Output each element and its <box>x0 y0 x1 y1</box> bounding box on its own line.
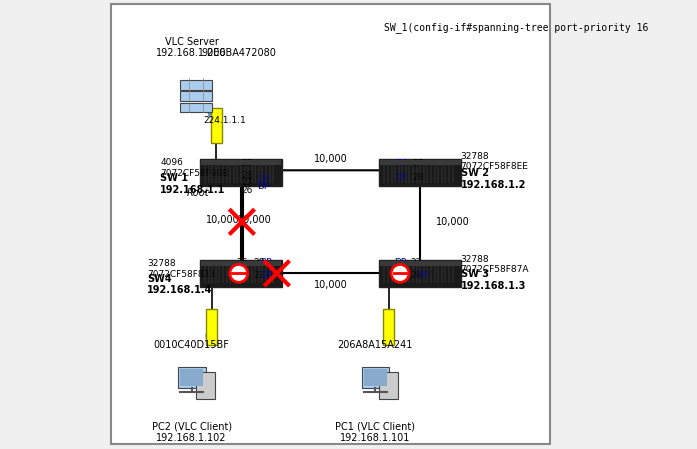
Text: SW 3
192.168.1.3: SW 3 192.168.1.3 <box>461 269 526 291</box>
Text: 0010C40D15BF: 0010C40D15BF <box>154 339 229 350</box>
FancyBboxPatch shape <box>365 369 387 386</box>
FancyBboxPatch shape <box>362 367 390 388</box>
Circle shape <box>391 264 409 282</box>
Text: DP: DP <box>258 182 270 191</box>
FancyBboxPatch shape <box>206 309 217 345</box>
Text: 206A8A15A241: 206A8A15A241 <box>338 339 413 350</box>
Text: 27: 27 <box>412 158 424 167</box>
Text: 10,000: 10,000 <box>314 154 348 163</box>
Text: 27: 27 <box>242 178 253 187</box>
FancyBboxPatch shape <box>201 261 282 265</box>
Text: RP: RP <box>417 271 429 280</box>
FancyBboxPatch shape <box>380 160 461 165</box>
FancyBboxPatch shape <box>200 159 282 186</box>
FancyBboxPatch shape <box>196 371 215 399</box>
Text: DP: DP <box>394 258 406 267</box>
Text: 4096
7072CF58F90B: 4096 7072CF58F90B <box>160 158 229 178</box>
Text: 28: 28 <box>253 258 264 267</box>
Circle shape <box>230 264 247 282</box>
Text: RP: RP <box>396 158 408 167</box>
FancyBboxPatch shape <box>379 371 398 399</box>
Text: 90E6BA472080: 90E6BA472080 <box>201 48 276 58</box>
FancyBboxPatch shape <box>111 4 550 444</box>
Text: PC2 (VLC Client)
192.168.1.102: PC2 (VLC Client) 192.168.1.102 <box>152 421 231 443</box>
Text: 10,000: 10,000 <box>206 215 240 224</box>
FancyBboxPatch shape <box>180 80 213 90</box>
Text: 26: 26 <box>236 258 247 267</box>
Text: SW 1
192.168.1.1: SW 1 192.168.1.1 <box>160 173 226 194</box>
Text: 224.1.1.1: 224.1.1.1 <box>203 116 245 126</box>
Text: VLC Server
192.168.1.200: VLC Server 192.168.1.200 <box>156 37 227 58</box>
Text: 10,000: 10,000 <box>436 217 470 227</box>
Text: 26: 26 <box>242 186 253 195</box>
FancyBboxPatch shape <box>180 92 213 101</box>
Text: PC1 (VLC Client)
192.168.1.101: PC1 (VLC Client) 192.168.1.101 <box>335 421 415 443</box>
Text: 10,000: 10,000 <box>314 280 348 290</box>
FancyBboxPatch shape <box>181 369 203 386</box>
FancyBboxPatch shape <box>178 367 206 388</box>
Text: 27: 27 <box>411 258 422 267</box>
Text: DP: DP <box>258 175 270 184</box>
Text: Root: Root <box>187 188 210 198</box>
Text: 25: 25 <box>242 159 253 168</box>
FancyBboxPatch shape <box>211 108 222 143</box>
Text: 32788
7072CF58F87A: 32788 7072CF58F87A <box>461 255 529 274</box>
FancyBboxPatch shape <box>180 103 213 113</box>
Text: SW4
192.168.1.4: SW4 192.168.1.4 <box>147 274 213 295</box>
Text: 28: 28 <box>411 271 422 280</box>
Text: 10,000: 10,000 <box>238 215 271 224</box>
Text: 32788
7072CF58F8EE: 32788 7072CF58F8EE <box>461 152 528 171</box>
FancyBboxPatch shape <box>379 260 461 286</box>
Text: RP: RP <box>260 258 272 267</box>
Text: DP: DP <box>260 271 273 280</box>
Text: 1: 1 <box>242 264 247 273</box>
FancyBboxPatch shape <box>380 261 461 265</box>
FancyBboxPatch shape <box>383 309 395 345</box>
Text: 32788
7072CF58F823: 32788 7072CF58F823 <box>147 259 215 278</box>
Text: DP: DP <box>395 172 408 181</box>
Text: SW_1(config-if#spanning-tree port-priority 16: SW_1(config-if#spanning-tree port-priori… <box>384 22 649 33</box>
Text: 28: 28 <box>412 172 424 181</box>
FancyBboxPatch shape <box>379 159 461 186</box>
Text: 1: 1 <box>400 264 406 273</box>
FancyBboxPatch shape <box>200 260 282 286</box>
Text: SW 2
192.168.1.2: SW 2 192.168.1.2 <box>461 168 526 190</box>
FancyBboxPatch shape <box>201 160 282 165</box>
Text: 28: 28 <box>242 171 253 180</box>
Text: 27: 27 <box>253 271 264 280</box>
